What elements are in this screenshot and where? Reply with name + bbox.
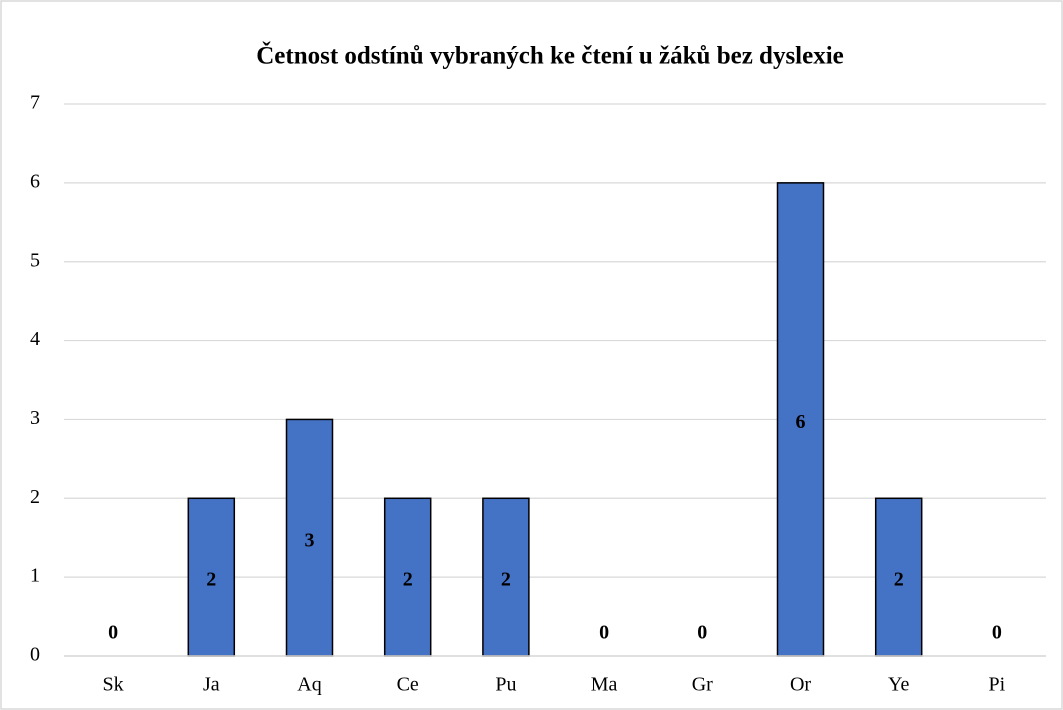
data-label: 2 <box>206 569 216 591</box>
bar <box>285 418 334 657</box>
bar <box>874 497 923 657</box>
y-tick-label: 4 <box>30 328 40 350</box>
data-label: 0 <box>992 622 1002 644</box>
data-label: 2 <box>894 569 904 591</box>
x-tick-label: Gr <box>692 674 713 696</box>
data-label: 2 <box>403 569 413 591</box>
y-tick-label: 1 <box>30 565 40 587</box>
data-label: 3 <box>305 529 315 551</box>
x-tick-label: Aq <box>297 674 321 696</box>
data-label: 6 <box>796 411 806 433</box>
bar <box>482 497 530 657</box>
y-tick-label: 2 <box>30 486 40 508</box>
chart-title: Četnost odstínů vybraných ke čtení u žák… <box>256 41 844 70</box>
data-label: 0 <box>599 622 609 644</box>
x-tick-label: Ma <box>591 674 618 696</box>
x-tick-label: Pi <box>989 674 1006 696</box>
y-tick-label: 3 <box>30 407 40 429</box>
y-tick-label: 0 <box>30 644 40 666</box>
x-tick-label: Ja <box>203 674 220 696</box>
y-tick-label: 5 <box>30 249 40 271</box>
bar <box>776 182 825 657</box>
x-tick-label: Pu <box>495 674 516 696</box>
data-label: 0 <box>697 622 707 644</box>
x-tick-label: Ye <box>888 674 909 696</box>
data-label: 2 <box>501 569 511 591</box>
bar <box>383 497 432 657</box>
x-tick-label: Ce <box>397 674 419 696</box>
data-label: 0 <box>108 622 118 644</box>
x-tick-label: Sk <box>103 674 124 696</box>
y-tick-label: 6 <box>30 170 40 192</box>
y-tick-label: 7 <box>30 92 40 114</box>
x-tick-label: Or <box>790 674 811 696</box>
